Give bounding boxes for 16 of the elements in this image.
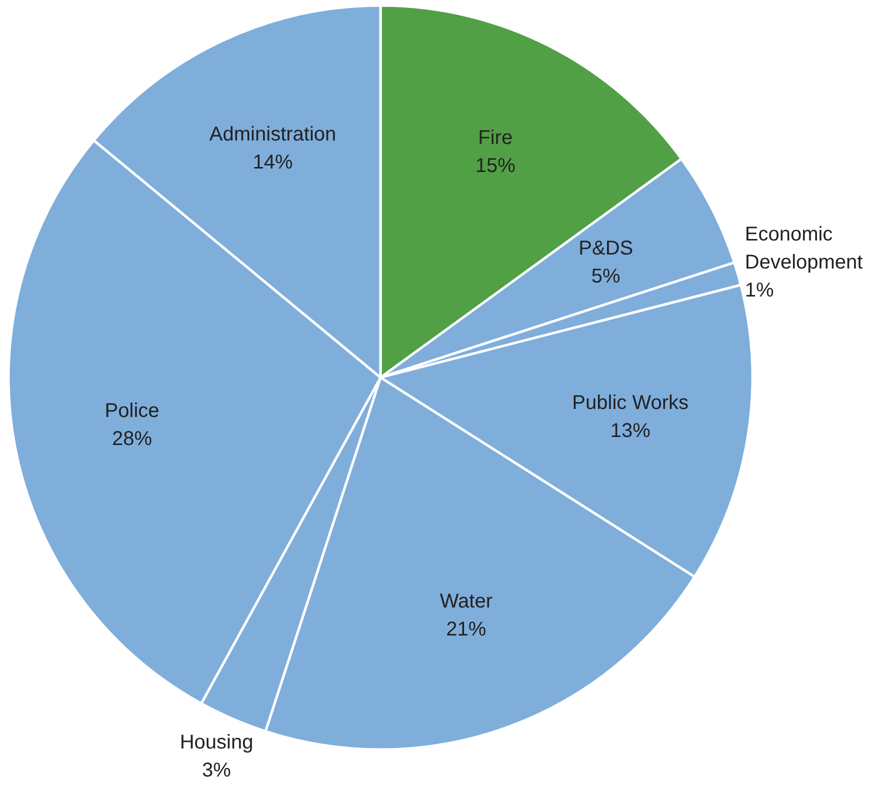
slice-label: Public Works (572, 392, 689, 414)
slice-label: Police (104, 400, 160, 422)
slice-label: Water (440, 590, 493, 613)
slice-label: Administration (209, 124, 336, 146)
data-label: 15% (475, 155, 516, 178)
data-label: 1% (744, 279, 774, 302)
data-label: 3% (202, 759, 232, 782)
slice-label: Fire (478, 127, 513, 150)
data-label: 5% (591, 266, 621, 288)
data-label: 14% (252, 152, 294, 174)
slice-label: Economic Development (744, 223, 864, 274)
data-label: 28% (112, 428, 152, 450)
slice-label: P&DS (578, 238, 634, 260)
slice-label: Housing (180, 731, 254, 754)
data-label: 13% (610, 420, 651, 442)
data-label: 21% (446, 618, 486, 641)
